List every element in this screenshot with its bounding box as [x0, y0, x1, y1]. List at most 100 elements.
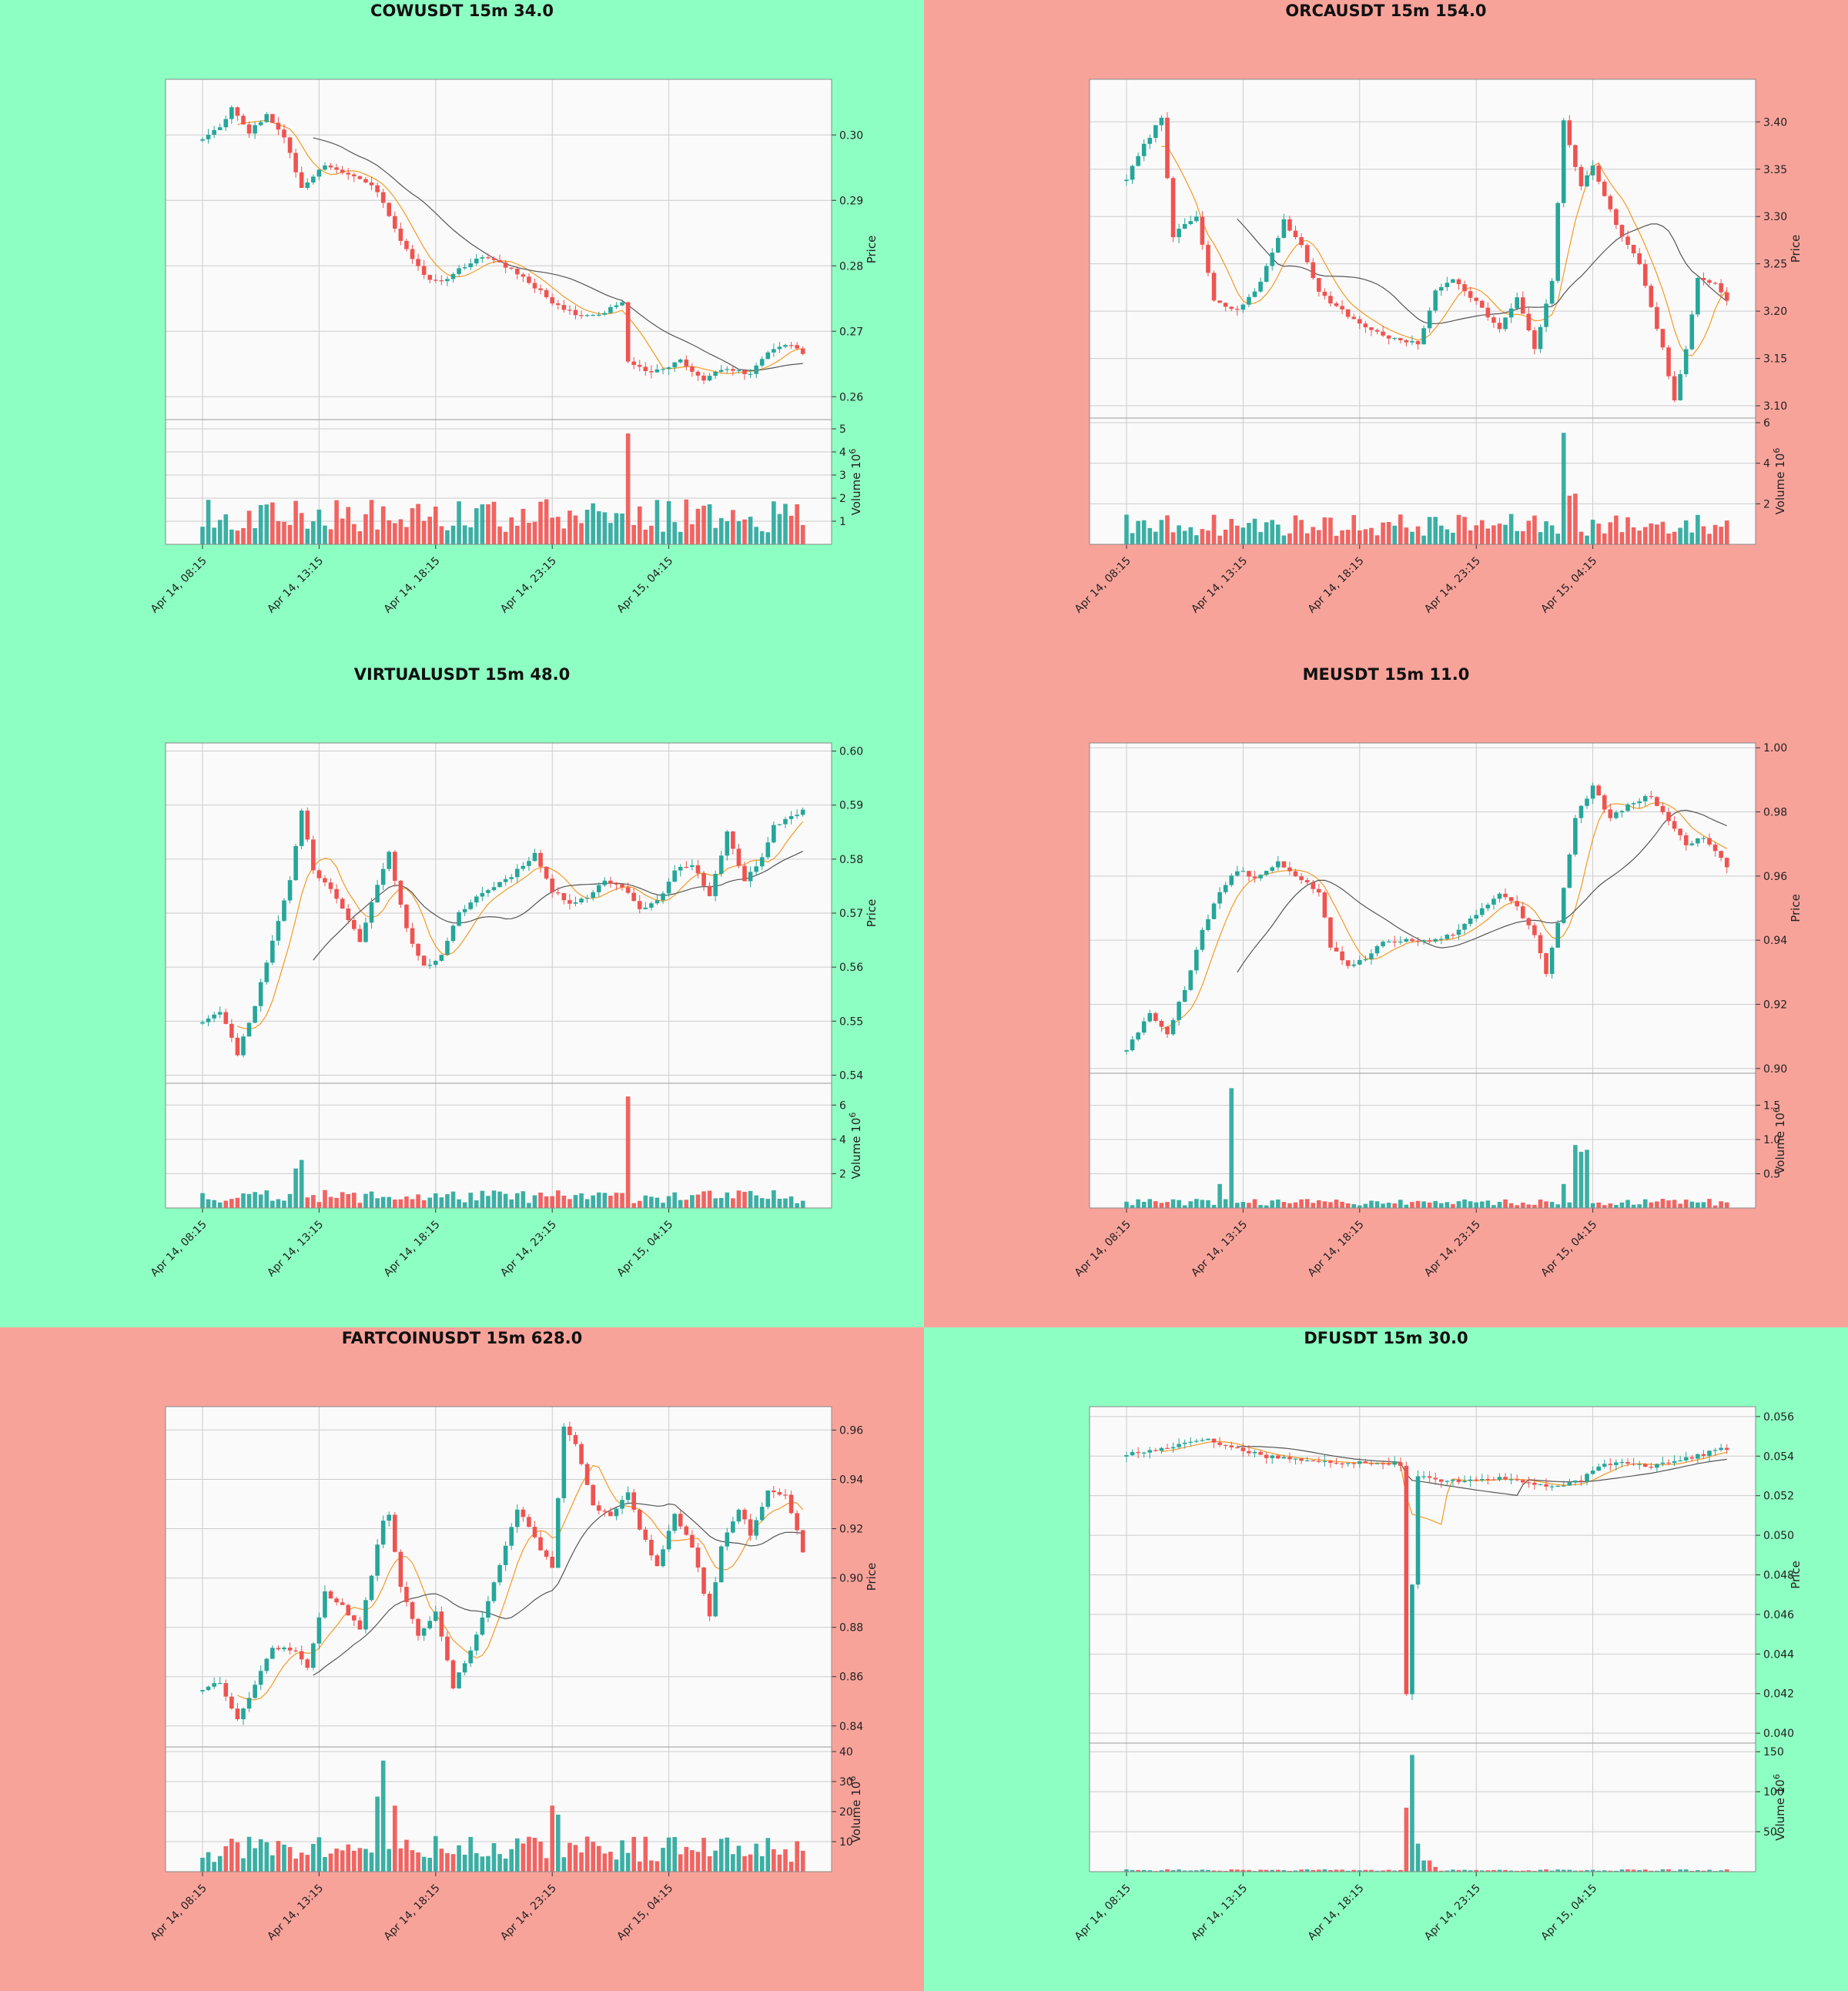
volume-bar — [398, 1848, 403, 1872]
candle-body — [1141, 1021, 1147, 1033]
candle-body — [1637, 253, 1642, 265]
volume-bars — [200, 1760, 805, 1872]
volume-bar — [1410, 1755, 1414, 1872]
price-tick-label: 1.00 — [1763, 742, 1787, 755]
chart-title: DFUSDT 15m 30.0 — [1304, 1329, 1468, 1347]
volume-bar — [1322, 1201, 1327, 1208]
volume-bar — [1415, 526, 1421, 544]
volume-bar — [323, 1857, 327, 1872]
candle-body — [1358, 1461, 1362, 1464]
candle-body — [1293, 230, 1298, 238]
candle-body — [1130, 166, 1135, 180]
candle-body — [1561, 1485, 1566, 1487]
volume-bar — [217, 1202, 223, 1208]
volume-bar — [1159, 520, 1164, 544]
volume-bar — [1642, 1869, 1648, 1872]
candle-body — [1182, 989, 1187, 1002]
volume-bar — [573, 1195, 578, 1208]
candle-body — [654, 900, 660, 904]
volume-bar — [334, 1197, 339, 1208]
volume-bar — [748, 517, 753, 544]
candle-body — [1322, 291, 1327, 296]
volume-bar — [328, 1853, 333, 1872]
volume-bar — [754, 527, 758, 544]
candle-body — [486, 890, 490, 893]
volume-bar — [521, 1191, 526, 1208]
candle-body — [561, 892, 567, 901]
volume-bar — [1287, 1870, 1292, 1872]
volume-bar — [1328, 517, 1333, 544]
candle-body — [1415, 1476, 1421, 1585]
volume-bar — [1631, 1869, 1636, 1872]
candle-body — [620, 302, 624, 306]
volume-bar — [328, 1196, 333, 1208]
volume-bar — [1165, 1869, 1170, 1872]
candle-body — [678, 359, 683, 363]
volume-bar — [1433, 517, 1438, 544]
volume-bar — [352, 1193, 357, 1208]
candle-body — [1508, 308, 1514, 318]
candle-body — [1578, 1480, 1584, 1482]
candle-body — [690, 865, 695, 868]
volume-bar — [1322, 1869, 1327, 1872]
candle-body — [1170, 178, 1176, 238]
candle-body — [1596, 785, 1601, 796]
volume-bar — [1328, 1202, 1333, 1208]
candle-body — [1304, 245, 1310, 263]
candle-body — [328, 1591, 333, 1599]
volume-bar — [695, 1194, 701, 1208]
volume-bar — [1188, 1201, 1194, 1208]
volume-bar — [1258, 1205, 1263, 1208]
candle-body — [1520, 906, 1525, 919]
volume-bar — [1666, 533, 1671, 544]
candle-body — [800, 348, 805, 354]
chart-title: MEUSDT 15m 11.0 — [1302, 665, 1470, 684]
candle-body — [1602, 795, 1607, 810]
candle-body — [509, 877, 514, 879]
volume-bar — [1351, 1203, 1357, 1208]
volume-bar — [1468, 530, 1473, 544]
volume-bar — [567, 1842, 572, 1872]
candle-body — [555, 892, 561, 894]
price-axis-label: Price — [1789, 235, 1803, 263]
volume-bar — [270, 502, 275, 544]
volume-bar — [736, 1845, 742, 1872]
candle-body — [1211, 903, 1217, 919]
candle-body — [1410, 340, 1414, 343]
candle-body — [695, 371, 701, 376]
candle-body — [1672, 821, 1677, 829]
volume-bar — [387, 1196, 392, 1208]
candle-body — [1345, 309, 1351, 317]
volume-bar — [434, 506, 438, 544]
candle-body — [311, 839, 316, 871]
volume-bar — [514, 1193, 520, 1208]
volume-bar — [1404, 527, 1409, 544]
volume-bar — [1141, 1869, 1147, 1872]
volume-bar — [229, 1839, 234, 1872]
volume-bar — [1532, 1204, 1537, 1208]
volume-bar — [772, 1849, 776, 1872]
plot-frame — [165, 1406, 832, 1872]
volume-bar — [486, 504, 490, 544]
candle-body — [439, 955, 444, 961]
volume-bar — [707, 504, 712, 544]
candle-body — [1410, 939, 1414, 942]
volume-bar — [1386, 1869, 1391, 1872]
volume-bar — [404, 527, 409, 544]
volume-bar — [404, 1196, 409, 1208]
candle-body — [439, 280, 444, 282]
volume-bar — [450, 1854, 456, 1872]
volume-bar — [1293, 1870, 1298, 1872]
volume-bar — [795, 1841, 799, 1872]
candle-body — [1655, 1464, 1659, 1468]
candle-body — [305, 810, 310, 840]
volume-bar — [369, 1191, 374, 1208]
candle-body — [544, 866, 549, 879]
volume-bar — [357, 530, 363, 544]
volume-bar — [684, 1846, 689, 1872]
meusdt-chart: 0.90 0.92 0.94 0.96 0.98 1.00 Price 0.5 1.0 1.5Vo… — [924, 664, 1848, 1327]
candle-body — [258, 122, 263, 125]
candle-body — [1642, 796, 1648, 801]
candle-body — [1701, 1454, 1706, 1456]
price-axis-label: Price — [865, 1563, 879, 1591]
